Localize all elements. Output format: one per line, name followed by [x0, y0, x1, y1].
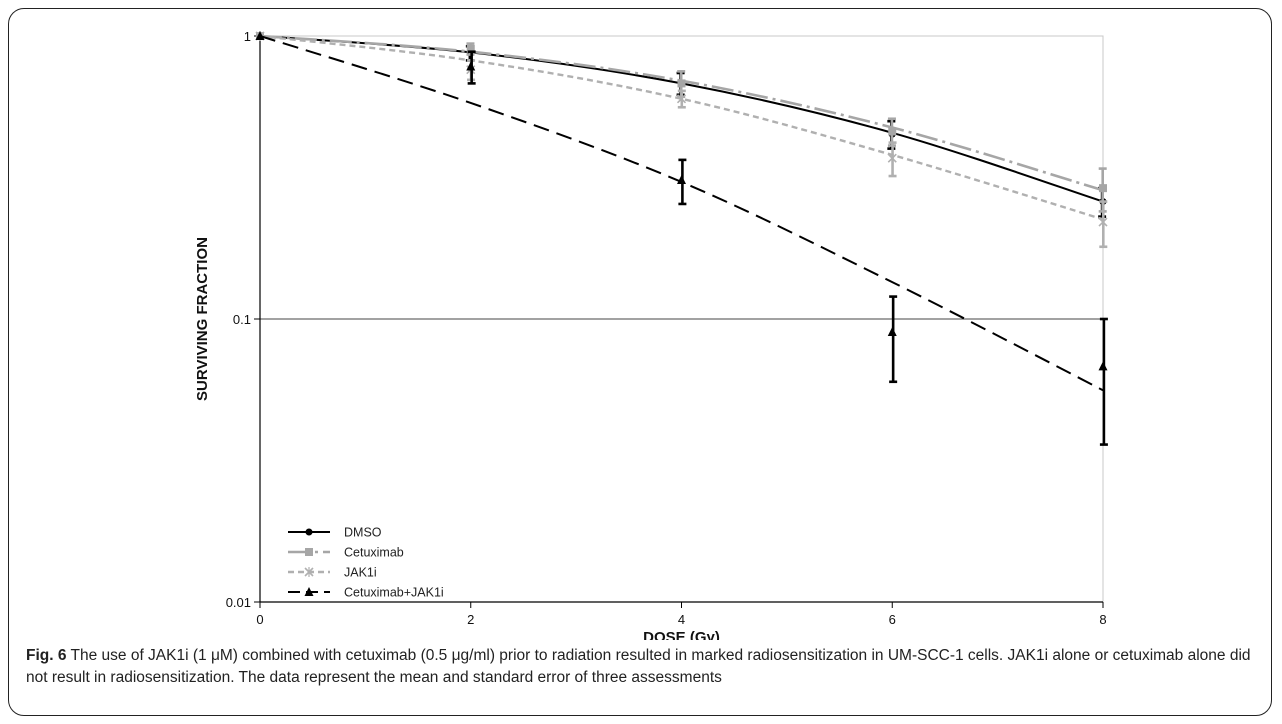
legend-entry: JAK1i [288, 566, 377, 580]
data-point [888, 127, 897, 136]
legend-label: Cetuximab [344, 546, 404, 560]
series-cetuximab-jak1i [255, 31, 1108, 446]
survival-chart: 0 2 4 6 8 1 0.1 0.01 DOSE (Gy) SURVIVING FRACTION… [194, 29, 1108, 640]
legend-marker [304, 587, 314, 596]
y-tick-label: 0.1 [233, 312, 251, 327]
series-cetuximab [256, 32, 1107, 213]
legend-label: JAK1i [344, 566, 377, 580]
data-point [466, 61, 476, 71]
axes: 0 2 4 6 8 1 0.1 0.01 DOSE (Gy) SURVIVING FRACTION [194, 29, 1107, 640]
series-line [259, 34, 1104, 221]
data-point [676, 93, 687, 104]
x-axis-title: DOSE (Gy) [643, 629, 720, 640]
series-layer [255, 31, 1108, 446]
data-point [255, 31, 265, 40]
data-point [887, 326, 897, 336]
legend-entry: Cetuximab+JAK1i [288, 586, 444, 600]
plot-area [259, 35, 1104, 603]
series-jak1i [255, 31, 1108, 249]
legend-marker [305, 528, 313, 536]
legend-label: Cetuximab+JAK1i [344, 586, 444, 600]
data-point [1098, 217, 1108, 228]
x-tick-label: 4 [678, 612, 685, 627]
x-tick-label: 2 [467, 612, 474, 627]
legend: DMSO Cetuximab JAK1i Cetuximab+JAK1i [288, 526, 444, 600]
x-tick-label: 0 [256, 612, 263, 627]
legend-marker [304, 567, 314, 577]
data-point [466, 44, 475, 53]
figure-frame [8, 8, 1272, 716]
x-tick-label: 8 [1099, 612, 1106, 627]
data-point [887, 153, 897, 164]
caption-label: Fig. 6 [26, 647, 67, 664]
data-point [677, 174, 686, 184]
y-tick-label: 1 [244, 29, 251, 44]
legend-entry: Cetuximab [288, 546, 404, 560]
legend-label: DMSO [344, 526, 382, 540]
y-tick-label: 0.01 [226, 595, 251, 610]
y-axis-title: SURVIVING FRACTION [194, 237, 211, 401]
figure-caption: Fig. 6 The use of JAK1i (1 μM) combined … [26, 645, 1261, 689]
legend-marker [305, 548, 313, 556]
caption-text: The use of JAK1i (1 μM) combined with ce… [26, 647, 1251, 686]
x-tick-label: 6 [889, 612, 896, 627]
data-point [1098, 361, 1108, 371]
legend-entry: DMSO [288, 526, 382, 540]
data-point [677, 79, 686, 88]
data-point [1099, 184, 1107, 193]
